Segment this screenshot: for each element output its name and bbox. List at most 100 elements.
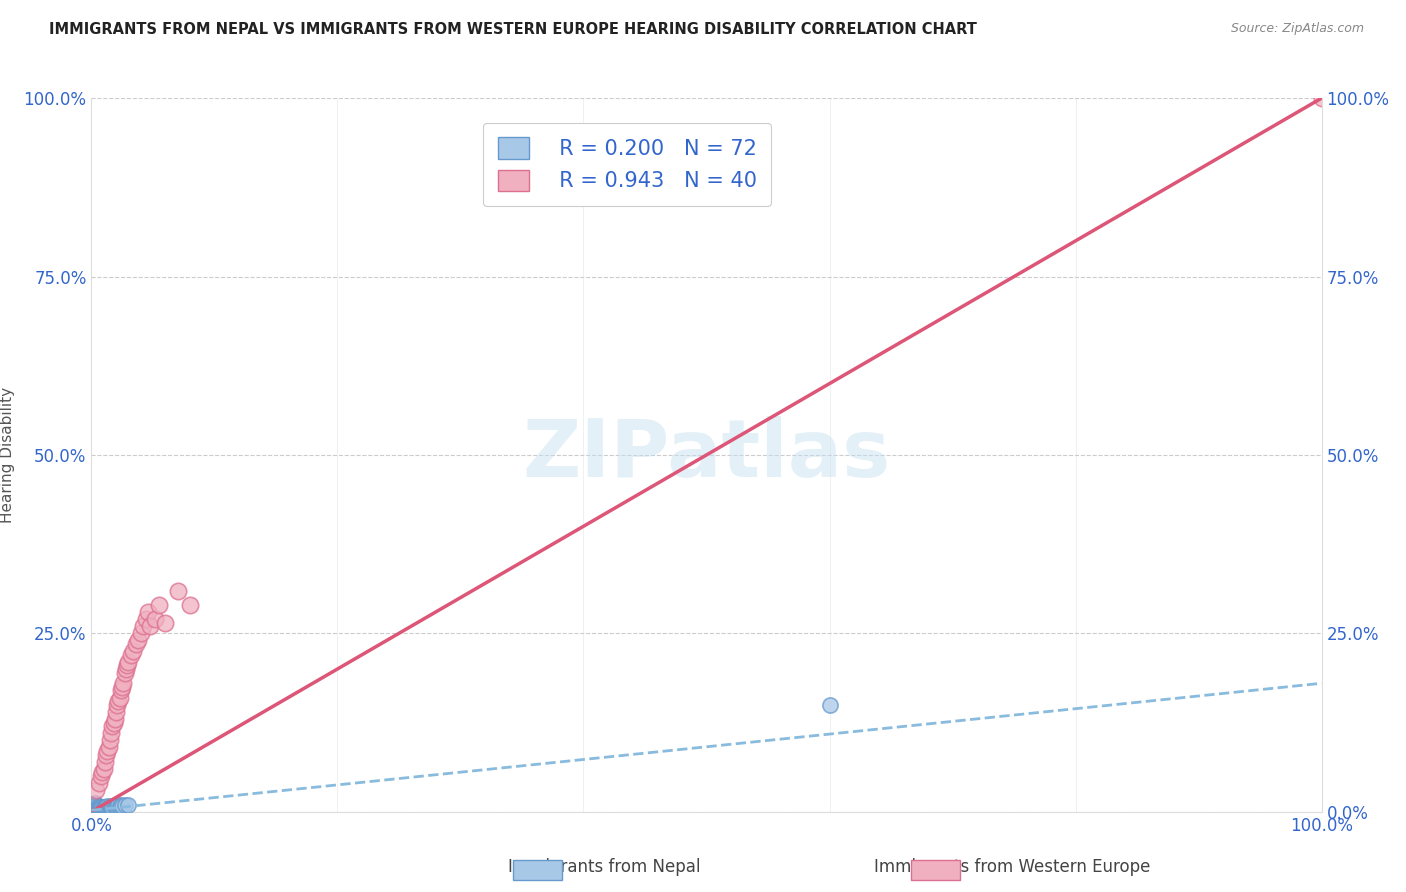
Point	[148, 598, 170, 612]
Point	[1310, 91, 1333, 105]
Point	[105, 705, 127, 719]
Point	[84, 797, 107, 812]
Text: Source: ZipAtlas.com: Source: ZipAtlas.com	[1230, 22, 1364, 36]
Point	[89, 801, 111, 815]
Point	[104, 712, 127, 726]
Point	[86, 799, 108, 814]
Point	[129, 626, 152, 640]
Text: Immigrants from Nepal: Immigrants from Nepal	[509, 858, 700, 876]
Point	[84, 800, 107, 814]
Point	[114, 665, 136, 680]
Point	[82, 801, 104, 815]
Point	[83, 799, 105, 814]
Point	[110, 683, 132, 698]
Point	[124, 637, 146, 651]
Point	[117, 655, 139, 669]
Point	[84, 798, 107, 813]
Point	[84, 803, 107, 817]
Point	[83, 802, 105, 816]
Point	[93, 800, 115, 814]
Point	[96, 799, 118, 814]
Text: IMMIGRANTS FROM NEPAL VS IMMIGRANTS FROM WESTERN EUROPE HEARING DISABILITY CORRE: IMMIGRANTS FROM NEPAL VS IMMIGRANTS FROM…	[49, 22, 977, 37]
Point	[100, 726, 122, 740]
Point	[83, 799, 105, 814]
Point	[135, 612, 156, 626]
Point	[82, 802, 104, 816]
Point	[105, 698, 128, 712]
Point	[87, 801, 110, 815]
Point	[83, 798, 105, 813]
Point	[89, 800, 111, 814]
Point	[97, 740, 120, 755]
Point	[91, 800, 114, 814]
Point	[91, 765, 114, 780]
Point	[89, 799, 111, 814]
Point	[103, 715, 125, 730]
Point	[98, 800, 121, 814]
Point	[96, 744, 118, 758]
Point	[83, 797, 105, 812]
Point	[136, 605, 159, 619]
Point	[89, 802, 111, 816]
Point	[100, 799, 122, 814]
Point	[86, 798, 108, 813]
Point	[90, 769, 112, 783]
Point	[96, 800, 118, 814]
Point	[86, 799, 108, 814]
Point	[111, 680, 134, 694]
Point	[90, 799, 112, 814]
Point	[120, 648, 142, 662]
Point	[83, 803, 105, 817]
Point	[84, 801, 107, 815]
Point	[153, 615, 177, 630]
Point	[93, 801, 115, 815]
Point	[107, 694, 129, 708]
Point	[114, 662, 138, 676]
Point	[84, 796, 107, 810]
Point	[93, 799, 115, 814]
Point	[110, 798, 132, 813]
Point	[112, 676, 135, 690]
Point	[87, 802, 110, 816]
Point	[91, 801, 114, 815]
Point	[94, 801, 117, 815]
Point	[86, 799, 108, 814]
Point	[82, 803, 104, 817]
Point	[90, 801, 112, 815]
Point	[83, 797, 105, 811]
Point	[96, 800, 117, 814]
Point	[98, 799, 121, 814]
Point	[86, 802, 108, 816]
Point	[132, 619, 155, 633]
Point	[93, 762, 115, 776]
Point	[103, 799, 125, 814]
Point	[139, 619, 162, 633]
Point	[117, 798, 139, 813]
Point	[82, 800, 104, 814]
Point	[86, 799, 108, 814]
Point	[87, 776, 110, 790]
Point	[86, 802, 108, 816]
Point	[105, 799, 128, 814]
Text: Immigrants from Western Europe: Immigrants from Western Europe	[875, 858, 1150, 876]
Point	[84, 797, 107, 811]
Point	[101, 719, 124, 733]
Point	[115, 658, 138, 673]
Point	[86, 800, 108, 814]
Point	[96, 799, 117, 814]
Point	[94, 799, 117, 814]
Point	[97, 799, 120, 814]
Point	[818, 698, 841, 712]
Point	[86, 783, 108, 797]
Point	[86, 801, 108, 815]
Point	[114, 797, 136, 812]
Point	[86, 803, 108, 817]
Point	[107, 798, 129, 813]
Point	[101, 799, 124, 814]
Point	[94, 755, 117, 769]
Point	[86, 800, 108, 814]
Point	[98, 733, 121, 747]
Point	[84, 802, 107, 816]
Point	[90, 800, 112, 814]
Point	[86, 801, 108, 815]
